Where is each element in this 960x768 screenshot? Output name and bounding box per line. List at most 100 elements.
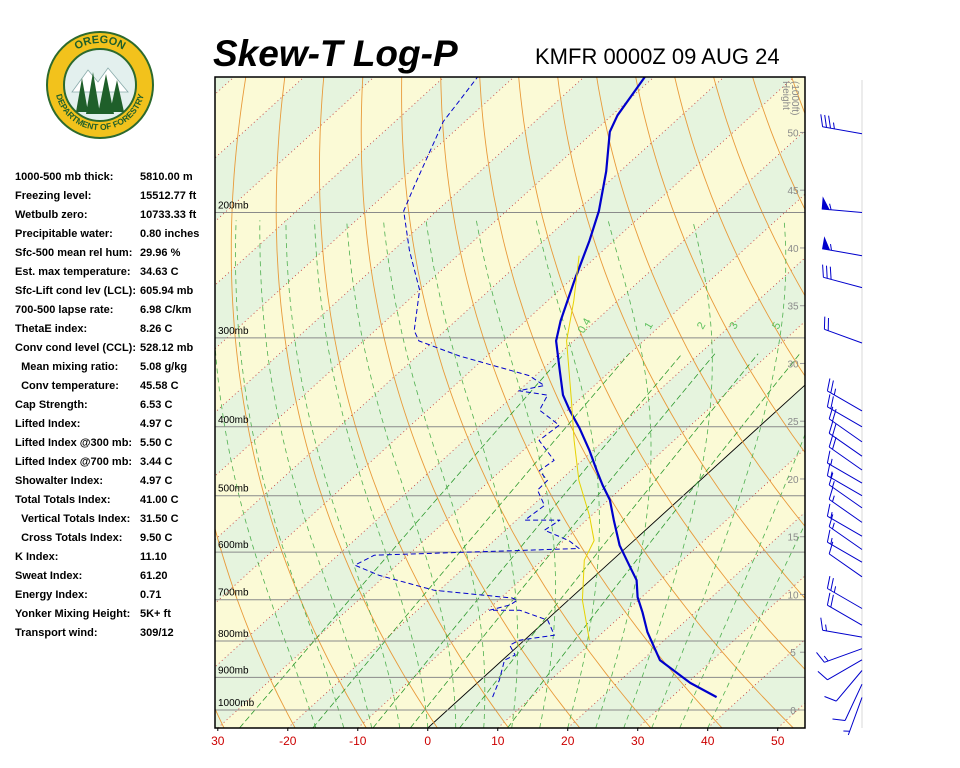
x-tick-label: 40 — [701, 734, 715, 748]
moist-adiabat — [285, 220, 401, 728]
moist-adiabat — [595, 220, 652, 728]
stat-value: 5K+ ft — [140, 608, 171, 620]
wind-barb — [816, 648, 863, 663]
dry-adiabat — [713, 77, 805, 297]
isotherm — [918, 77, 960, 728]
dry-adiabat — [479, 77, 794, 728]
mixing-ratio-line — [507, 353, 801, 728]
wind-barb — [826, 592, 863, 626]
x-tick-label: 10 — [491, 734, 505, 748]
mixing-ratio-label: 3 — [727, 320, 740, 331]
stat-label: 700-500 lapse rate: — [15, 304, 113, 316]
wind-barb — [817, 659, 863, 681]
wind-barb — [826, 378, 863, 412]
dry-adiabat — [215, 526, 296, 728]
logo-trees — [76, 72, 124, 114]
stat-label: 1000-500 mb thick: — [15, 171, 113, 183]
moist-adiabat — [679, 433, 805, 728]
wind-barb — [843, 697, 863, 736]
moist-adiabat — [235, 220, 345, 728]
y2-tick-label: 30 — [787, 359, 799, 370]
stat-label: Cap Strength: — [15, 399, 88, 411]
x-tick-label: 30 — [211, 734, 225, 748]
wind-barb — [828, 487, 863, 523]
wind-barb — [821, 196, 863, 213]
stat-value: 45.58 C — [140, 380, 179, 392]
stat-value: 15512.77 ft — [140, 190, 197, 202]
chart-title: Skew-T Log-P — [213, 33, 458, 74]
y-tick-label: 900mb — [218, 665, 249, 676]
stat-value: 9.50 C — [140, 532, 172, 544]
dry-adiabat — [440, 77, 723, 728]
mixing-ratio-line — [409, 353, 716, 728]
stat-label: Showalter Index: — [15, 475, 103, 487]
stat-value: 4.97 C — [140, 475, 172, 487]
stat-label: Vertical Totals Index: — [15, 513, 130, 525]
dry-adiabat — [635, 77, 805, 454]
wind-barbs — [816, 114, 863, 736]
stat-value: 11.10 — [140, 551, 167, 563]
y-tick-label: 300mb — [218, 326, 249, 337]
profile-line — [354, 77, 580, 698]
mixing-ratio-label: 8 — [812, 320, 825, 331]
stat-label: Conv cond level (CCL): — [15, 342, 136, 354]
y2-tick-label: 5 — [790, 648, 796, 659]
stat-value: 34.63 C — [140, 266, 179, 278]
x-tick-label: 0 — [424, 734, 431, 748]
moist-adiabat — [475, 220, 556, 728]
stat-label: Sfc-Lift cond lev (LCL): — [15, 285, 136, 297]
y2-axis-label: Height — [780, 81, 791, 110]
isotherm-band — [215, 130, 805, 728]
x-tick-label: 30 — [631, 734, 645, 748]
dry-adiabat — [948, 77, 960, 728]
profile-line — [555, 77, 718, 699]
wind-barb — [828, 541, 863, 578]
y2-tick-label: 15 — [787, 533, 799, 544]
y-tick-label: 500mb — [218, 484, 249, 495]
dry-adiabat — [557, 77, 805, 600]
chart-subtitle: KMFR 0000Z 09 AUG 24 — [535, 44, 780, 69]
stat-value: 528.12 mb — [140, 342, 193, 354]
logo-top-text: OREGON — [73, 34, 128, 53]
mixing-ratio-line — [239, 353, 565, 728]
stat-value: 309/12 — [140, 627, 174, 639]
stat-value: 8.26 C — [140, 323, 172, 335]
stat-label: ThetaE index: — [15, 323, 87, 335]
stat-label: Total Totals Index: — [15, 494, 111, 506]
y2-tick-label: 25 — [787, 417, 799, 428]
moist-adiabat — [215, 340, 317, 728]
stat-label: Sweat Index: — [15, 570, 82, 582]
x-tick-label: -20 — [279, 734, 297, 748]
wind-barb — [820, 617, 863, 638]
wind-barb — [824, 670, 863, 702]
y-tick-label: 700mb — [218, 588, 249, 599]
dry-adiabat — [319, 77, 509, 728]
y2-axis-label: (1000ft) — [789, 81, 800, 115]
dry-adiabat — [909, 77, 960, 728]
wind-barb — [820, 114, 863, 135]
stat-label: Lifted Index: — [15, 418, 80, 430]
dry-adiabat — [791, 77, 805, 115]
dry-adiabat — [831, 77, 960, 728]
stat-value: 31.50 C — [140, 513, 179, 525]
y2-tick-label: 50 — [787, 128, 799, 139]
stats-panel: 1000-500 mb thick: 5810.00 m Freezing leve… — [15, 171, 199, 639]
y2-tick-label: 20 — [787, 475, 799, 486]
wind-barb — [822, 264, 863, 289]
wind-barb — [832, 683, 863, 721]
wind-barb — [826, 529, 863, 563]
isotherm-band — [777, 703, 805, 728]
wind-barb — [828, 472, 863, 509]
isotherm-band — [215, 77, 805, 667]
isotherm-band — [215, 77, 444, 286]
mixing-ratio-line — [312, 353, 630, 728]
wind-barb — [828, 406, 863, 443]
stat-value: 5.50 C — [140, 437, 172, 449]
stat-value: 605.94 mb — [140, 285, 193, 297]
y-tick-label: 800mb — [218, 629, 249, 640]
stat-value: 41.00 C — [140, 494, 179, 506]
stat-value: 61.20 — [140, 570, 168, 582]
wind-barb — [826, 450, 863, 484]
stat-label: Mean mixing ratio: — [15, 361, 118, 373]
